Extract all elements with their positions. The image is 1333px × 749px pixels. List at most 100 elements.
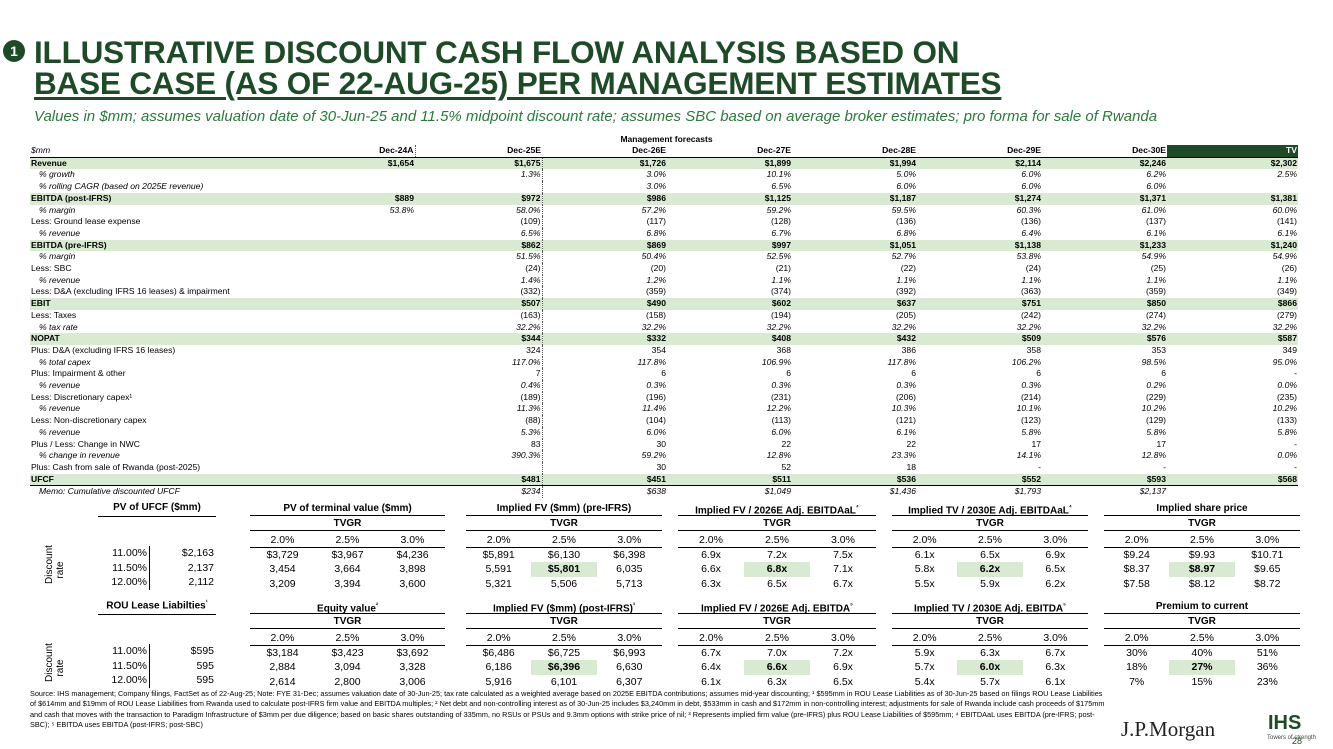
row-value: 32.2% [1272, 321, 1297, 332]
sensitivity-grid: Implied FV ($mm) (pre-IFRS) TVGR 2.0% 2.5% 3… [466, 502, 662, 591]
grid-cell: $3,967 [331, 548, 364, 561]
tvgr-label: TVGR [678, 517, 876, 531]
grid-title-text: Implied FV ($mm) (post-IFRS) [493, 603, 633, 615]
row-value: $332 [542, 333, 667, 345]
dcf-row: % rolling CAGR (based on 2025E revenue) 3… [30, 181, 1298, 193]
grid-title: Implied FV / 2026E Adj. EBITDAaL⁴ [678, 502, 876, 516]
row-value: 59.5% [891, 204, 916, 215]
row-value [290, 181, 415, 193]
grid-cell: 6.8x [744, 562, 810, 577]
row-value: 6.0% [896, 181, 916, 192]
row-value: 32.2% [891, 321, 916, 332]
row-value: 6.1% [896, 426, 916, 437]
tvgr-label: TVGR [892, 615, 1088, 629]
row-value: 32.2% [641, 321, 666, 332]
grid-cell: 6.3x [701, 577, 721, 590]
dcf-row: % tax rate 32.2% 32.2% 32.2% 32.2% 32.2% 32.2%… [30, 321, 1298, 334]
row-value: 3.0% [646, 181, 666, 192]
grid-title-text: Premium to current [1155, 601, 1249, 612]
tvgr-cell: 2.5% [552, 632, 576, 644]
row-label: % growth [39, 169, 75, 180]
row-value: (22) [900, 263, 916, 274]
row-value [1167, 181, 1298, 193]
grid-cell: $3,184 [266, 646, 299, 659]
grid-row: 5,916 6,101 6,307 [466, 675, 662, 690]
row-value: $2,137 [1042, 485, 1167, 499]
row-value: (128) [770, 216, 791, 227]
grid-cell: 6,630 [616, 661, 643, 673]
tvgr-header-row: 2.0% 2.5% 3.0% [678, 533, 876, 548]
grid-cell: 6.5x [767, 577, 787, 590]
tvgr-cell: 2.0% [486, 534, 511, 546]
dcf-row: Less: Taxes (163) (158) (194) (205) (242) (274… [30, 309, 1298, 322]
discount-rate-cell: 11.50% [98, 658, 150, 673]
row-label: Plus: Cash from sale of Rwanda (post-202… [31, 461, 201, 472]
row-value [290, 392, 415, 404]
period-header: Dec-27E [667, 145, 792, 158]
management-forecasts-label: Management forecasts [620, 134, 713, 144]
grid-cell: 6.9x [1045, 548, 1066, 561]
grid-cell: $10.71 [1251, 548, 1284, 561]
row-value [290, 169, 415, 181]
row-value: 10.2% [1141, 403, 1166, 414]
grid-cell: 36% [1256, 661, 1278, 673]
tvgr-cell: 2.0% [699, 632, 723, 644]
row-value: (163) [415, 309, 543, 322]
row-value: $2,246 [1042, 157, 1167, 170]
row-label: % revenue [39, 227, 81, 238]
row-value: 60.0% [1272, 204, 1297, 215]
grid-row: 6.3x 6.5x 6.7x [678, 577, 876, 592]
page-number: 28 [1292, 736, 1303, 746]
footnote-mark: ⁵ [850, 603, 853, 609]
row-value: 50.4% [641, 251, 666, 262]
grid-cell: $8.37 [1123, 563, 1150, 575]
pv-value-cell: $2,163 [181, 547, 214, 559]
row-value: $1,274 [917, 192, 1042, 205]
grid-cell: 5.7x [980, 675, 1000, 688]
ihs-tagline: Towers of strength [1267, 735, 1317, 741]
row-value: (196) [645, 391, 666, 402]
grid-row: 6.1x 6.5x 6.9x [892, 548, 1088, 563]
row-value: 52.7% [891, 251, 916, 262]
row-value: (26) [1281, 263, 1297, 274]
tvgr-cell: 2.5% [335, 632, 360, 644]
grid-row: 5.9x 6.3x 6.7x [892, 646, 1088, 661]
row-value: $1,654 [290, 157, 415, 170]
row-value: $889 [290, 192, 415, 205]
row-value: (363) [1020, 286, 1041, 297]
grid-title-text: Implied share price [1156, 503, 1248, 514]
row-value: $507 [415, 298, 543, 310]
footnote-mark: ² [375, 603, 378, 609]
row-value: - [1163, 461, 1166, 472]
row-value: $1,675 [415, 157, 543, 170]
row-value [290, 228, 415, 240]
tvgr-header-row: 2.0% 2.5% 3.0% [1104, 631, 1300, 646]
grid-cell: 6.3x [980, 646, 1000, 659]
row-value: (24) [415, 263, 543, 275]
row-value: (129) [1145, 415, 1166, 426]
row-value: 6.1% [1146, 227, 1166, 238]
grid-cell: 5,916 [485, 675, 512, 688]
row-value: (136) [895, 216, 916, 227]
row-value: 349 [1282, 344, 1297, 355]
row-label: Plus / Less: Change in NWC [31, 438, 140, 449]
grid-row: 6.4x 6.6x 6.9x [678, 660, 876, 675]
grid-cell: 5,591 [485, 563, 512, 575]
grid-cell: 6,186 [485, 661, 512, 673]
row-value: (205) [895, 309, 916, 320]
grid-cell: 6.1x [701, 675, 721, 688]
row-value: 0.3% [896, 380, 916, 391]
grid-title: Implied TV / 2030E Adj. EBITDAaL⁴ [892, 502, 1088, 516]
row-value: 53.8% [389, 204, 414, 215]
grid-title: Implied FV / 2026E Adj. EBITDA⁵ [678, 600, 876, 614]
row-label: % margin [39, 204, 76, 215]
grid-cell: 6.9x [701, 548, 721, 561]
pv-value-cell: $595 [190, 645, 214, 657]
grid-row: 3,454 3,664 3,898 [250, 562, 445, 577]
grid-cell: $6,486 [482, 646, 515, 659]
row-value: 6 [1161, 368, 1166, 379]
grid-row: $6,486 $6,725 $6,993 [466, 646, 662, 661]
row-value [290, 439, 415, 451]
row-value: 32.2% [415, 321, 543, 334]
row-value: $536 [792, 473, 917, 486]
